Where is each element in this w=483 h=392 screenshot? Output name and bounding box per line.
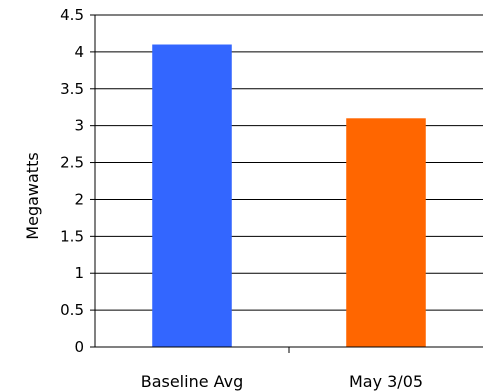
bar: [152, 44, 232, 348]
y-tick-label: 3.5: [60, 80, 84, 98]
y-tick-label: 3: [74, 117, 84, 135]
y-tick-label: 1: [74, 264, 84, 282]
x-category-label: Baseline Avg: [141, 372, 244, 391]
y-tick-label: 2: [74, 190, 84, 208]
y-tick-labels: 0 0.5 1 1.5 2 2.5 3 3.5 4 4.5: [60, 6, 84, 356]
y-tick-label: 0: [74, 338, 84, 356]
y-axis-label: Megawatts: [23, 152, 42, 239]
y-tick-label: 4.5: [60, 6, 84, 24]
axes: [94, 15, 483, 353]
x-category-labels: Baseline Avg May 3/05: [141, 372, 423, 391]
x-category-label: May 3/05: [349, 372, 423, 391]
y-tick-label: 0.5: [60, 301, 84, 319]
bar: [346, 118, 426, 348]
y-tick-label: 4: [74, 43, 84, 61]
bars: [152, 44, 426, 348]
y-tick-label: 2.5: [60, 154, 84, 172]
y-tick-label: 1.5: [60, 227, 84, 245]
